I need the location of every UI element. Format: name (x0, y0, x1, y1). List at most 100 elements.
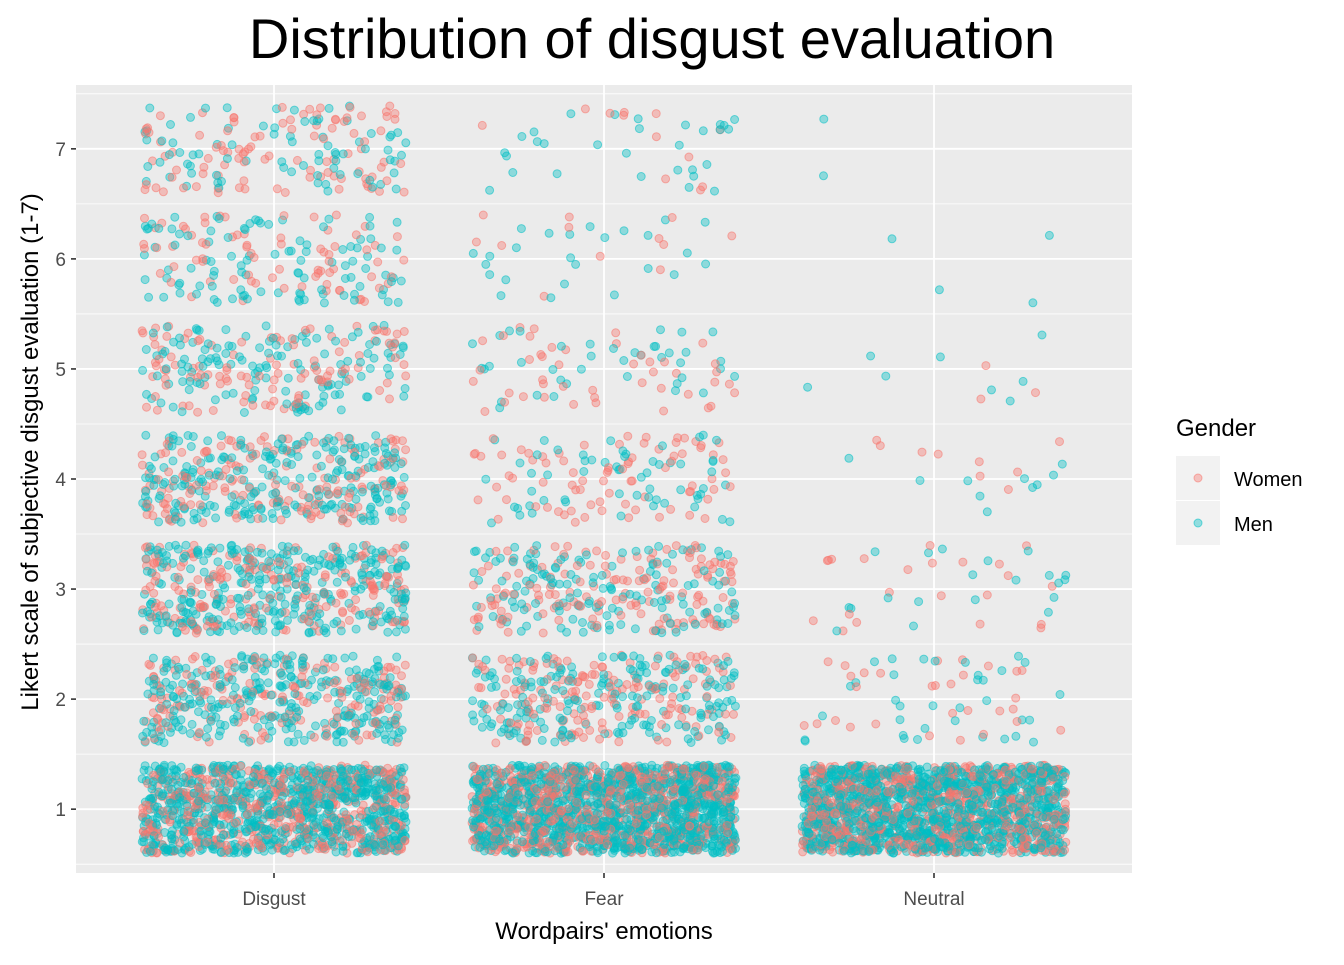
data-point-men (371, 792, 379, 800)
data-point-men (294, 453, 302, 461)
data-point-men (296, 825, 304, 833)
data-point-men (368, 821, 376, 829)
data-point-men (149, 794, 157, 802)
data-point-men (202, 104, 210, 112)
data-point-women (152, 184, 160, 192)
data-point-men (357, 585, 365, 593)
data-point-women (393, 330, 401, 338)
data-point-women (228, 696, 236, 704)
data-point-men (362, 265, 370, 273)
data-point-men (391, 449, 399, 457)
data-point-women (214, 796, 222, 804)
data-point-women (149, 828, 157, 836)
data-point-women (299, 491, 307, 499)
data-point-men (189, 466, 197, 474)
data-point-women (143, 403, 151, 411)
data-point-men (312, 722, 320, 730)
data-point-men (303, 241, 311, 249)
data-point-women (159, 188, 167, 196)
data-point-women (178, 623, 186, 631)
data-point-women (224, 846, 232, 854)
data-point-men (170, 716, 178, 724)
data-point-women (246, 781, 254, 789)
data-point-women (159, 807, 167, 815)
data-point-men (290, 738, 298, 746)
data-point-men (316, 610, 324, 618)
data-point-women (314, 269, 322, 277)
data-point-men (228, 252, 236, 260)
data-point-men (574, 791, 582, 799)
data-point-men (243, 848, 251, 856)
data-point-men (634, 807, 642, 815)
data-point-men (257, 219, 265, 227)
data-point-men (319, 666, 327, 674)
data-point-men (172, 766, 180, 774)
data-point-men (212, 806, 220, 814)
data-point-men (140, 838, 148, 846)
data-point-women (156, 269, 164, 277)
data-point-women (353, 674, 361, 682)
data-point-men (377, 244, 385, 252)
data-point-women (395, 577, 403, 585)
data-point-men (381, 731, 389, 739)
data-point-men (231, 684, 239, 692)
data-point-women (389, 343, 397, 351)
plot-panel (76, 85, 1132, 873)
data-point-men (169, 457, 177, 465)
data-point-women (345, 375, 353, 383)
data-point-men (357, 514, 365, 522)
data-point-women (247, 544, 255, 552)
data-point-women (140, 240, 148, 248)
data-point-men (216, 720, 224, 728)
data-point-women (402, 446, 410, 454)
data-point-men (285, 566, 293, 574)
data-point-men (153, 546, 161, 554)
data-point-men (182, 541, 190, 549)
data-point-women (400, 786, 408, 794)
data-point-men (320, 439, 328, 447)
data-point-men (142, 431, 150, 439)
data-point-women (377, 127, 385, 135)
data-point-women (269, 274, 277, 282)
data-point-men (368, 546, 376, 554)
data-point-men (187, 113, 195, 121)
data-point-men (393, 246, 401, 254)
data-point-men (272, 489, 280, 497)
data-point-women (290, 341, 298, 349)
data-point-men (228, 141, 236, 149)
data-point-men (283, 661, 291, 669)
data-point-women (252, 450, 260, 458)
data-point-women (301, 326, 309, 334)
data-point-men (315, 492, 323, 500)
data-point-men (314, 767, 322, 775)
data-point-women (240, 177, 248, 185)
data-point-women (142, 125, 150, 133)
data-point-women (252, 800, 260, 808)
data-point-men (354, 774, 362, 782)
data-point-men (278, 542, 286, 550)
data-point-men (350, 296, 358, 304)
data-point-men (363, 393, 371, 401)
data-point-men (363, 775, 371, 783)
data-point-men (345, 668, 353, 676)
data-point-men (180, 828, 188, 836)
data-point-men (228, 676, 236, 684)
data-point-men (287, 703, 295, 711)
data-point-men (188, 720, 196, 728)
data-point-men (176, 149, 184, 157)
data-point-men (386, 156, 394, 164)
data-point-men (265, 791, 273, 799)
data-point-men (674, 799, 682, 807)
data-point-women (201, 603, 209, 611)
data-point-women (269, 385, 277, 393)
data-point-men (361, 450, 369, 458)
data-point-men (331, 391, 339, 399)
data-point-women (192, 687, 200, 695)
data-point-men (193, 326, 201, 334)
data-point-women (376, 830, 384, 838)
data-point-men (302, 338, 310, 346)
data-point-men (341, 262, 349, 270)
data-point-men (277, 669, 285, 677)
data-point-men (222, 350, 230, 358)
data-point-women (233, 231, 241, 239)
